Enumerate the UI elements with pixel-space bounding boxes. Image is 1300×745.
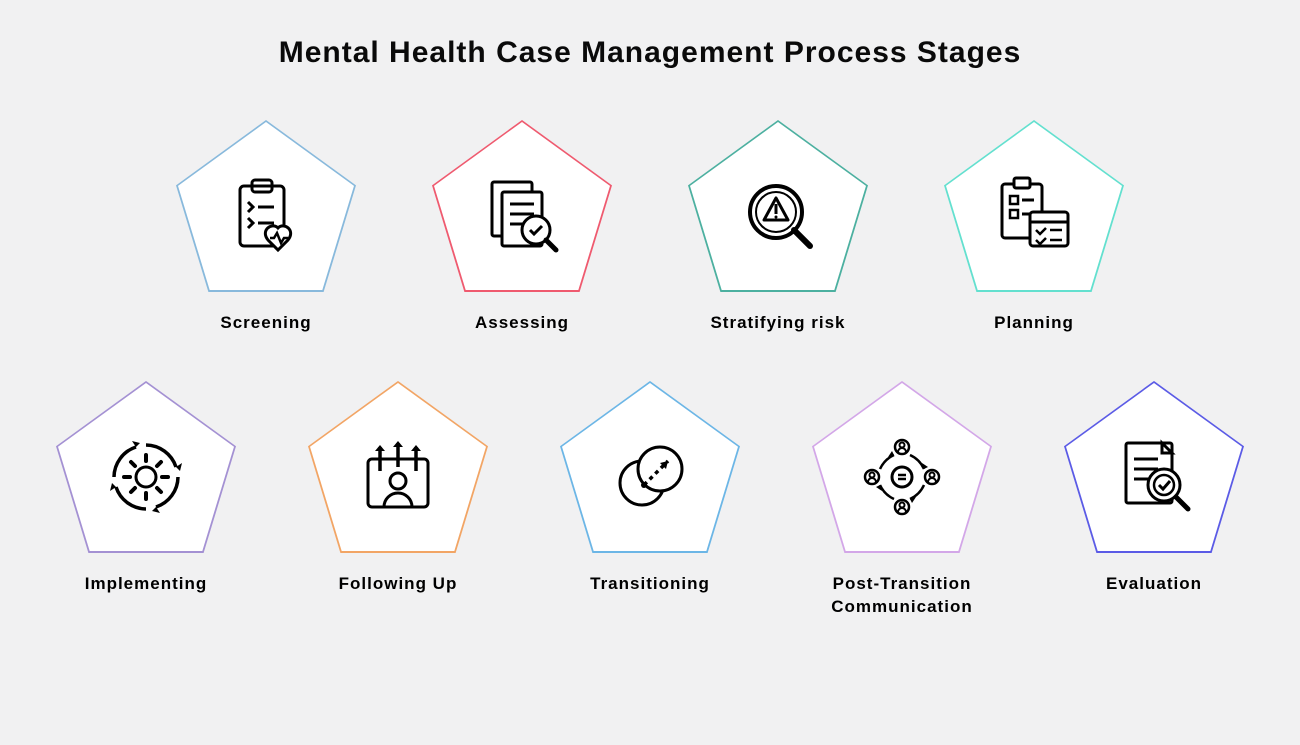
- pentagon-badge: [560, 381, 740, 553]
- risk-magnify-icon: [688, 120, 868, 292]
- stage-card: Stratifying risk: [678, 120, 878, 335]
- stage-label: Planning: [994, 312, 1074, 335]
- stage-card: Post-Transition Communication: [802, 381, 1002, 619]
- pentagon-badge: [812, 381, 992, 553]
- stage-card: Screening: [166, 120, 366, 335]
- circles-arrow-icon: [560, 381, 740, 553]
- stage-card: Implementing: [46, 381, 246, 619]
- stage-label: Assessing: [475, 312, 569, 335]
- people-network-icon: [812, 381, 992, 553]
- stage-card: Following Up: [298, 381, 498, 619]
- stage-label: Following Up: [339, 573, 458, 596]
- person-arrows-icon: [308, 381, 488, 553]
- stage-card: Transitioning: [550, 381, 750, 619]
- gear-cycle-icon: [56, 381, 236, 553]
- pentagon-badge: [688, 120, 868, 292]
- stage-label: Screening: [220, 312, 311, 335]
- plan-checklist-icon: [944, 120, 1124, 292]
- page-title: Mental Health Case Management Process St…: [0, 0, 1300, 70]
- stage-label: Evaluation: [1106, 573, 1202, 596]
- pentagon-badge: [1064, 381, 1244, 553]
- stage-row-1: Screening Assessing Stratifying risk Planni…: [0, 120, 1300, 335]
- report-check-icon: [1064, 381, 1244, 553]
- pentagon-badge: [308, 381, 488, 553]
- clipboard-heart-icon: [176, 120, 356, 292]
- pentagon-badge: [944, 120, 1124, 292]
- stage-label: Post-Transition Communication: [807, 573, 997, 619]
- stage-label: Stratifying risk: [710, 312, 845, 335]
- stage-label: Implementing: [85, 573, 208, 596]
- pentagon-badge: [176, 120, 356, 292]
- stage-card: Planning: [934, 120, 1134, 335]
- stage-card: Assessing: [422, 120, 622, 335]
- document-magnify-icon: [432, 120, 612, 292]
- stage-card: Evaluation: [1054, 381, 1254, 619]
- pentagon-badge: [56, 381, 236, 553]
- stage-row-2: Implementing Following Up Transitioning Pos…: [0, 381, 1300, 619]
- pentagon-badge: [432, 120, 612, 292]
- stage-label: Transitioning: [590, 573, 710, 596]
